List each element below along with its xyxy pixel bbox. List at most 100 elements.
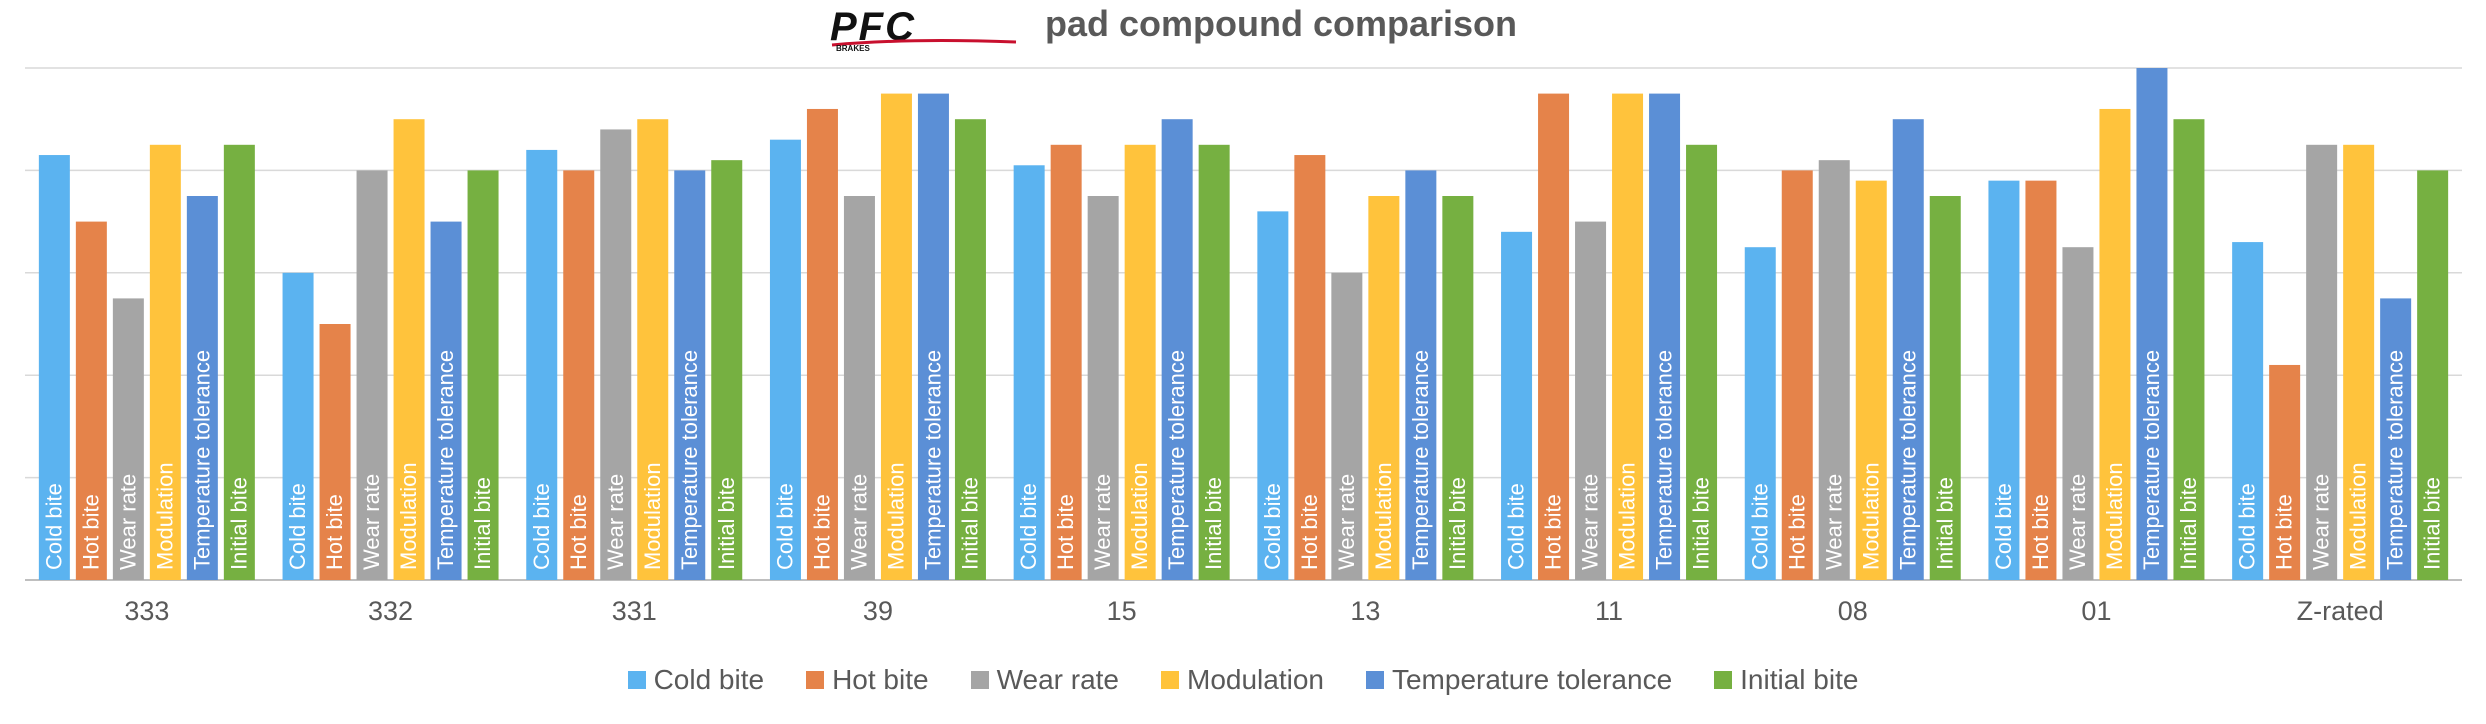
- bar-label: Cold bite: [1016, 483, 1041, 570]
- category-label: Z-rated: [2297, 596, 2384, 626]
- bar-chart: Cold bite Hot bite Wear rate Modulation Temp…: [25, 67, 2462, 626]
- bar-01-initial-bite: [2173, 119, 2205, 580]
- bar-333-hot-bite: [75, 221, 107, 580]
- legend-label: Hot bite: [832, 664, 929, 695]
- category-label: 332: [368, 596, 413, 626]
- bar-331-wear-rate: [600, 129, 632, 580]
- bar-label: Temperature tolerance: [1408, 350, 1433, 570]
- logo-subtext: BRAKES: [836, 44, 870, 52]
- bar-Z-rated-temperature-tolerance: [2380, 298, 2412, 580]
- bar-label: Hot bite: [1053, 494, 1078, 570]
- bar-label: Modulation: [152, 462, 177, 570]
- legend-swatch: [970, 671, 989, 689]
- bar-label: Temperature tolerance: [920, 350, 945, 570]
- bar-label: Wear rate: [115, 474, 140, 570]
- legend-swatch: [1161, 671, 1179, 689]
- bar-label: Hot bite: [78, 494, 103, 570]
- bar-label: Temperature tolerance: [189, 350, 214, 570]
- legend-item: Wear rate: [970, 664, 1119, 696]
- bar-label: Initial bite: [226, 477, 251, 570]
- bar-label: Temperature tolerance: [433, 350, 458, 570]
- bar-11-wear-rate: [1575, 221, 1607, 580]
- bar-332-modulation: [393, 119, 425, 580]
- bar-label: Wear rate: [1578, 474, 1603, 570]
- bar-label: Hot bite: [1784, 494, 1809, 570]
- bar-331-initial-bite: [711, 160, 743, 580]
- legend-swatch: [1365, 671, 1384, 689]
- bar-label: Modulation: [1858, 462, 1883, 570]
- bar-39-temperature-tolerance: [917, 93, 949, 580]
- bar-13-temperature-tolerance: [1405, 170, 1437, 580]
- bar-08-modulation: [1855, 180, 1887, 580]
- bar-label: Initial bite: [957, 477, 982, 570]
- bar-label: Wear rate: [359, 474, 384, 570]
- category-label: 11: [1595, 596, 1623, 626]
- legend-label: Temperature tolerance: [1391, 664, 1673, 695]
- bar-Z-rated-hot-bite: [2269, 364, 2301, 580]
- bar-332-initial-bite: [467, 170, 499, 580]
- bar-label: Wear rate: [1334, 474, 1359, 570]
- bar-label: Initial bite: [2176, 477, 2201, 570]
- bar-332-hot-bite: [319, 324, 351, 580]
- bar-01-hot-bite: [2025, 180, 2057, 580]
- bar-333-initial-bite: [223, 144, 255, 581]
- bar-label: Modulation: [396, 462, 421, 570]
- bar-label: Hot bite: [2272, 494, 2297, 570]
- bar-39-initial-bite: [954, 119, 986, 580]
- category-label: 01: [2081, 596, 2111, 626]
- bar-label: Cold bite: [285, 483, 310, 570]
- bar-label: Cold bite: [1991, 483, 2016, 570]
- category-label: 15: [1107, 596, 1137, 626]
- legend-label: Modulation: [1187, 664, 1324, 695]
- bar-331-temperature-tolerance: [674, 170, 706, 580]
- bar-label: Temperature tolerance: [1164, 350, 1189, 570]
- bar-13-initial-bite: [1442, 196, 1474, 580]
- bar-label: Wear rate: [1821, 474, 1846, 570]
- bar-label: Temperature tolerance: [2383, 350, 2408, 570]
- bar-333-temperature-tolerance: [186, 196, 218, 580]
- bar-39-wear-rate: [843, 196, 875, 580]
- legend-swatch: [627, 671, 646, 689]
- bar-13-wear-rate: [1331, 272, 1363, 580]
- bar-01-wear-rate: [2062, 247, 2094, 580]
- bar-label: Temperature tolerance: [1895, 350, 1920, 570]
- bar-label: Cold bite: [1260, 483, 1285, 570]
- bar-label: Temperature tolerance: [677, 350, 702, 570]
- bar-332-wear-rate: [356, 170, 388, 580]
- bar-label: Initial bite: [2420, 477, 2445, 570]
- bar-label: Initial bite: [1201, 477, 1226, 570]
- bar-label: Modulation: [1127, 462, 1152, 570]
- bar-01-modulation: [2099, 108, 2131, 581]
- bar-08-hot-bite: [1781, 170, 1813, 580]
- bar-15-hot-bite: [1050, 144, 1082, 581]
- chart-title: pad compound comparison: [1045, 3, 1518, 44]
- bar-39-hot-bite: [806, 108, 838, 581]
- bar-11-modulation: [1612, 93, 1644, 580]
- bar-Z-rated-initial-bite: [2417, 170, 2449, 580]
- bar-label: Cold bite: [772, 483, 797, 570]
- bar-label: Wear rate: [1090, 474, 1115, 570]
- bar-332-temperature-tolerance: [430, 221, 462, 580]
- legend-swatch: [806, 671, 825, 689]
- bar-333-modulation: [149, 144, 181, 581]
- bar-label: Cold bite: [529, 483, 554, 570]
- bar-11-cold-bite: [1501, 231, 1533, 580]
- chart-header: PFC BRAKES pad compound comparison: [0, 0, 2486, 62]
- bar-333-wear-rate: [112, 298, 144, 580]
- pfc-brakes-logo: PFC BRAKES: [830, 6, 1017, 52]
- bar-label: Initial bite: [1445, 477, 1470, 570]
- bar-01-temperature-tolerance: [2136, 68, 2168, 580]
- bar-333-cold-bite: [38, 155, 70, 581]
- legend-item: Temperature tolerance: [1365, 664, 1673, 696]
- legend-item: Hot bite: [806, 664, 929, 696]
- bar-label: Initial bite: [1689, 477, 1714, 570]
- bar-331-modulation: [637, 119, 669, 580]
- bar-39-cold-bite: [769, 139, 801, 580]
- bar-label: Temperature tolerance: [2139, 350, 2164, 570]
- bar-label: Initial bite: [714, 477, 739, 570]
- bar-label: Temperature tolerance: [1652, 350, 1677, 570]
- category-label: 333: [124, 596, 169, 626]
- bar-01-cold-bite: [1988, 180, 2020, 580]
- bar-label: Hot bite: [566, 494, 591, 570]
- bar-label: Modulation: [640, 462, 665, 570]
